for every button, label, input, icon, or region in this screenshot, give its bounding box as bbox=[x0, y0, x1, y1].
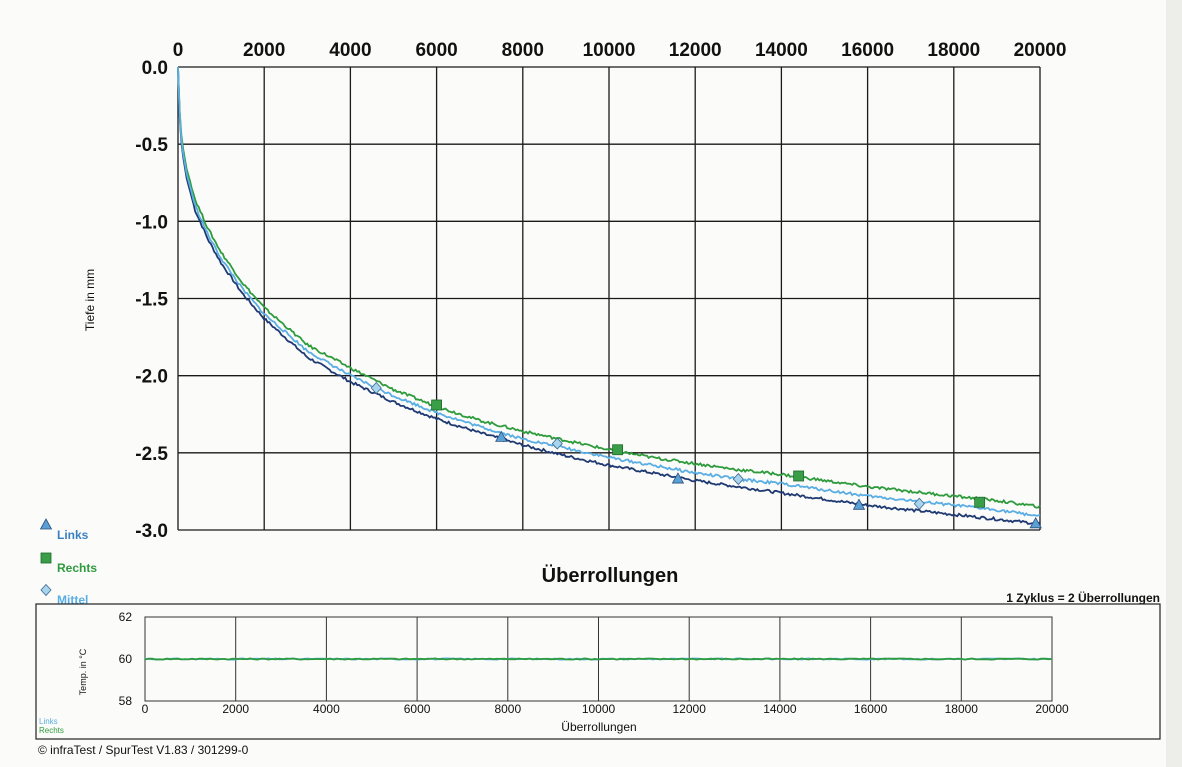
square-icon bbox=[40, 552, 52, 564]
temperature-x-tick: 16000 bbox=[854, 702, 888, 716]
temperature-y-tick: 58 bbox=[119, 694, 133, 708]
main-y-tick: -2.5 bbox=[135, 444, 168, 465]
main-x-tick-labels: 0 2000 4000 6000 8000 10000 12000 14000 16000 180… bbox=[173, 40, 1067, 61]
main-x-tick: 2000 bbox=[243, 40, 285, 61]
main-y-tick: -2.0 bbox=[135, 367, 168, 388]
mini-legend-links: Links bbox=[39, 717, 58, 726]
temperature-x-tick: 8000 bbox=[494, 702, 521, 716]
series-line-links bbox=[177, 66, 1041, 525]
temperature-x-tick: 0 bbox=[142, 702, 149, 716]
main-x-tick: 6000 bbox=[415, 40, 457, 61]
temperature-x-tick: 14000 bbox=[763, 702, 797, 716]
data-marker-mittel bbox=[370, 381, 382, 395]
temperature-line-rechts bbox=[144, 657, 1053, 661]
paper-edge bbox=[1166, 0, 1182, 767]
series-line-rechts bbox=[177, 66, 1041, 509]
temperature-y-tick-labels: 62 60 58 bbox=[119, 610, 133, 708]
data-marker-links bbox=[852, 498, 866, 510]
temperature-x-tick: 2000 bbox=[222, 702, 249, 716]
data-marker-rechts bbox=[793, 470, 805, 482]
main-y-tick: 0.0 bbox=[142, 58, 168, 79]
legend-label-mittel: Mittel bbox=[57, 593, 88, 607]
triangle-icon bbox=[39, 518, 53, 530]
temperature-y-tick: 60 bbox=[119, 652, 133, 666]
main-x-tick: 20000 bbox=[1014, 40, 1067, 61]
temperature-y-tick: 62 bbox=[119, 610, 133, 624]
main-x-tick: 4000 bbox=[329, 40, 371, 61]
temperature-x-tick: 12000 bbox=[673, 702, 707, 716]
data-marker-links bbox=[1029, 516, 1042, 529]
main-y-tick: -0.5 bbox=[135, 135, 168, 156]
temperature-x-tick: 20000 bbox=[1035, 702, 1069, 716]
series-line-mittel bbox=[177, 66, 1041, 517]
data-marker-rechts bbox=[431, 399, 443, 411]
temperature-y-axis-title: Temp. in °C bbox=[78, 648, 88, 695]
legend-label-links: Links bbox=[57, 528, 89, 542]
main-x-tick: 0 bbox=[173, 40, 184, 61]
temperature-x-tick-labels: 0 2000 4000 6000 8000 10000 12000 14000 16000 180… bbox=[142, 702, 1069, 716]
legend-label-rechts: Rechts bbox=[57, 561, 97, 575]
temperature-panel-frame bbox=[35, 603, 1161, 740]
temperature-series bbox=[144, 657, 1053, 661]
temperature-x-axis-title: Überrollungen bbox=[561, 720, 636, 734]
main-chart-grid bbox=[177, 66, 1041, 531]
main-y-tick: -1.5 bbox=[135, 290, 168, 311]
data-marker-links bbox=[671, 472, 685, 484]
main-chart-markers bbox=[370, 381, 1042, 529]
temperature-x-tick: 4000 bbox=[313, 702, 340, 716]
main-x-tick: 8000 bbox=[502, 40, 544, 61]
data-marker-mittel bbox=[732, 472, 744, 486]
data-marker-mittel bbox=[551, 437, 563, 450]
cycle-note: 1 Zyklus = 2 Überrollungen bbox=[1006, 590, 1160, 605]
main-x-tick: 18000 bbox=[927, 40, 980, 61]
legend: Links Rechts Mittel bbox=[39, 518, 97, 607]
main-x-tick: 14000 bbox=[755, 40, 808, 61]
main-chart-series bbox=[177, 66, 1041, 525]
data-marker-rechts bbox=[974, 496, 986, 508]
data-marker-links bbox=[495, 430, 508, 442]
main-x-tick: 16000 bbox=[841, 40, 894, 61]
mini-legend-rechts: Rechts bbox=[39, 726, 64, 735]
data-marker-mittel bbox=[913, 497, 925, 510]
main-y-axis-title: Tiefe in mm bbox=[83, 269, 97, 331]
main-y-tick-labels: 0.0 -0.5 -1.0 -1.5 -2.0 -2.5 -3.0 bbox=[135, 58, 168, 542]
main-y-tick: -3.0 bbox=[135, 521, 168, 542]
main-x-tick: 12000 bbox=[669, 40, 722, 61]
temperature-x-tick: 6000 bbox=[404, 702, 431, 716]
main-y-tick: -1.0 bbox=[135, 212, 168, 233]
data-marker-rechts bbox=[612, 444, 624, 456]
diamond-icon bbox=[40, 583, 52, 597]
main-x-axis-title: Überrollungen bbox=[542, 564, 679, 587]
temperature-x-tick: 10000 bbox=[582, 702, 616, 716]
main-x-tick: 10000 bbox=[583, 40, 636, 61]
temperature-x-tick: 18000 bbox=[945, 702, 979, 716]
footer-copyright: © infraTest / SpurTest V1.83 / 301299-0 bbox=[38, 743, 249, 757]
